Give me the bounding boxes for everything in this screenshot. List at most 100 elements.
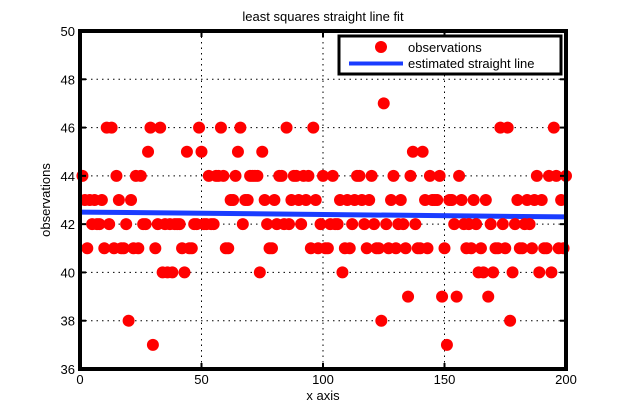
observation-point xyxy=(484,218,497,231)
observation-point xyxy=(214,121,227,134)
observation-point xyxy=(95,194,108,206)
observation-point xyxy=(234,121,247,134)
observation-point xyxy=(416,145,429,158)
observation-point xyxy=(93,218,106,231)
observation-point xyxy=(307,121,320,134)
observation-point xyxy=(251,169,264,182)
observation-point xyxy=(227,194,240,206)
y-tick-label: 36 xyxy=(61,362,75,377)
observation-point xyxy=(166,266,179,279)
observation-point xyxy=(256,145,269,158)
line-layer xyxy=(79,209,567,220)
observation-point xyxy=(268,194,281,206)
observation-point xyxy=(149,242,162,255)
y-tick-label: 42 xyxy=(61,217,75,232)
observation-point xyxy=(282,218,295,231)
observation-point xyxy=(360,242,373,255)
legend-observations-marker xyxy=(375,41,387,53)
observation-point xyxy=(365,169,378,182)
legend: observations estimated straight line xyxy=(337,34,563,76)
observation-point xyxy=(299,194,312,206)
observation-point xyxy=(540,242,553,255)
observation-point xyxy=(465,242,478,255)
observation-point xyxy=(105,121,118,134)
observation-point xyxy=(346,218,359,231)
observation-point xyxy=(302,169,315,182)
observation-point xyxy=(122,314,135,327)
observation-point xyxy=(455,194,468,206)
observation-point xyxy=(525,242,538,255)
estimated-straight-line xyxy=(79,209,567,220)
observation-point xyxy=(409,218,422,231)
observation-point xyxy=(482,290,495,303)
observation-point xyxy=(314,218,327,231)
observation-point xyxy=(431,194,444,206)
observation-point xyxy=(229,169,242,182)
observation-point xyxy=(280,121,293,134)
observation-point xyxy=(81,242,94,255)
observation-point xyxy=(385,194,398,206)
observation-point xyxy=(438,242,451,255)
observation-point xyxy=(530,169,543,182)
observation-point xyxy=(499,242,512,255)
observation-point xyxy=(358,218,371,231)
observation-point xyxy=(343,242,356,255)
observation-point xyxy=(261,218,274,231)
observation-point xyxy=(487,266,500,279)
observation-point xyxy=(467,194,480,206)
observation-point xyxy=(445,194,458,206)
observation-point xyxy=(207,218,220,231)
observation-point xyxy=(506,266,519,279)
observation-point xyxy=(326,169,339,182)
observation-point xyxy=(103,218,116,231)
observation-point xyxy=(535,194,548,206)
y-tick-label: 44 xyxy=(61,169,75,184)
observation-point xyxy=(479,194,492,206)
y-tick-label: 46 xyxy=(61,121,75,136)
observation-point xyxy=(231,145,244,158)
observation-point xyxy=(125,194,138,206)
observation-point xyxy=(377,97,390,110)
observation-point xyxy=(317,169,329,182)
observation-point xyxy=(112,194,125,206)
observation-point xyxy=(399,242,412,255)
observation-point xyxy=(265,242,278,255)
observation-point xyxy=(241,194,254,206)
observation-point xyxy=(253,266,266,279)
observation-point xyxy=(217,169,230,182)
observation-point xyxy=(363,194,376,206)
observation-point xyxy=(421,242,434,255)
observation-point xyxy=(375,314,388,327)
observation-point xyxy=(533,266,546,279)
observation-point xyxy=(547,121,560,134)
observation-point xyxy=(368,218,381,231)
observation-point xyxy=(180,145,193,158)
observation-point xyxy=(331,218,344,231)
observation-point xyxy=(389,242,402,255)
observation-point xyxy=(110,169,123,182)
observation-point xyxy=(309,194,322,206)
observation-point xyxy=(450,290,463,303)
observation-point xyxy=(423,169,436,182)
y-tick-label: 50 xyxy=(61,24,75,39)
observation-point xyxy=(173,218,186,231)
observation-point xyxy=(394,194,407,206)
axis-ticks: 0 50 100 150 200 36 38 40 42 44 46 48 50 xyxy=(61,24,577,387)
observation-point xyxy=(440,338,453,351)
x-tick-label: 100 xyxy=(312,372,334,387)
observation-point xyxy=(397,218,410,231)
observation-point xyxy=(504,314,517,327)
y-axis-label: observations xyxy=(38,163,53,237)
observation-point xyxy=(144,121,157,134)
observation-point xyxy=(453,169,466,182)
observation-point xyxy=(134,169,147,182)
observation-point xyxy=(387,169,400,182)
observation-point xyxy=(195,145,208,158)
x-tick-label: 200 xyxy=(555,372,577,387)
observation-point xyxy=(353,169,366,182)
observation-point xyxy=(193,121,206,134)
observation-point xyxy=(545,266,558,279)
observation-point xyxy=(117,242,130,255)
observation-point xyxy=(477,266,490,279)
